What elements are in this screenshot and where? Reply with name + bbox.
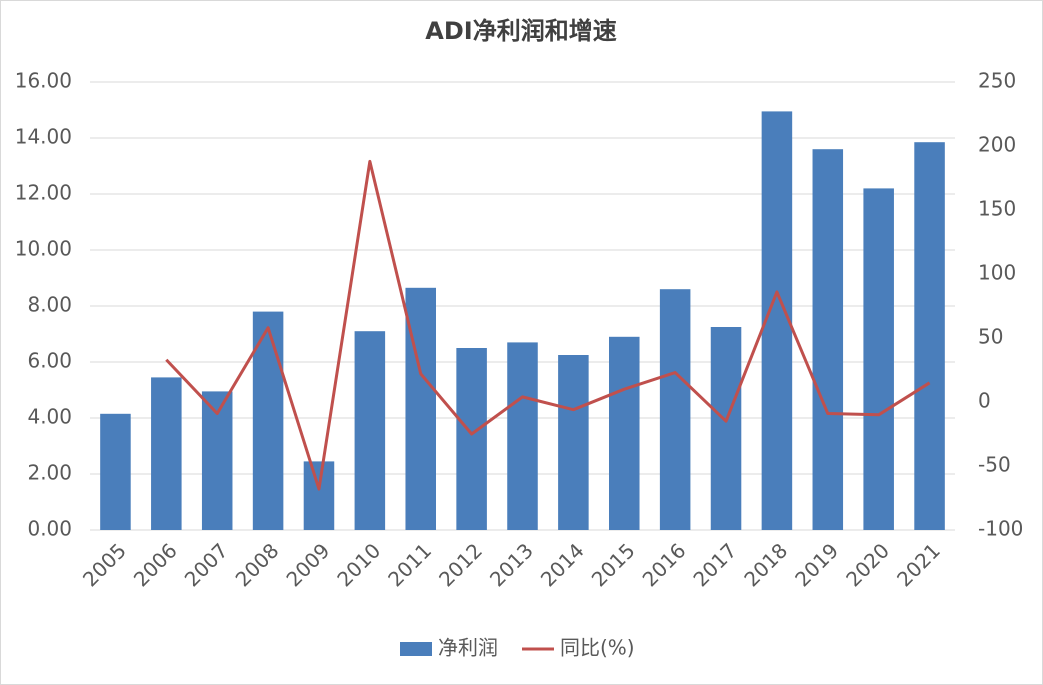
y-tick-label: 0.00 xyxy=(27,517,72,541)
bar xyxy=(609,336,640,530)
bar xyxy=(456,348,487,530)
y-tick-label: 6.00 xyxy=(27,349,72,373)
y-tick-label: 16.00 xyxy=(15,69,72,93)
y-tick-label: 10.00 xyxy=(15,237,72,261)
y2-tick-label: 200 xyxy=(978,133,1016,157)
y-tick-label: 4.00 xyxy=(27,405,72,429)
y2-tick-label: -50 xyxy=(978,453,1011,477)
bar xyxy=(863,188,894,530)
bar xyxy=(812,149,844,530)
bar xyxy=(558,355,589,530)
y-tick-label: 2.00 xyxy=(27,461,72,485)
legend-label: 净利润 xyxy=(438,636,498,660)
bar xyxy=(507,342,538,530)
bar xyxy=(710,327,742,530)
y2-tick-label: -100 xyxy=(978,517,1023,541)
y2-tick-label: 250 xyxy=(978,69,1016,93)
bar xyxy=(252,311,284,530)
bar xyxy=(659,289,691,530)
y-tick-label: 8.00 xyxy=(27,293,72,317)
line xyxy=(165,159,931,491)
y2-tick-label: 0 xyxy=(978,389,991,413)
y-tick-label: 12.00 xyxy=(15,181,72,205)
y2-tick-label: 50 xyxy=(978,325,1003,349)
y2-tick-label: 100 xyxy=(978,261,1016,285)
bar xyxy=(151,377,182,530)
bar xyxy=(303,461,335,530)
chart-title: ADI净利润和增速 xyxy=(425,17,616,45)
bar xyxy=(914,142,945,530)
legend-swatch xyxy=(400,642,432,656)
bar xyxy=(354,331,386,530)
bar xyxy=(100,413,131,530)
y-tick-label: 14.00 xyxy=(15,125,72,149)
legend-label: 同比(%) xyxy=(560,636,635,660)
y2-tick-label: 150 xyxy=(978,197,1016,221)
